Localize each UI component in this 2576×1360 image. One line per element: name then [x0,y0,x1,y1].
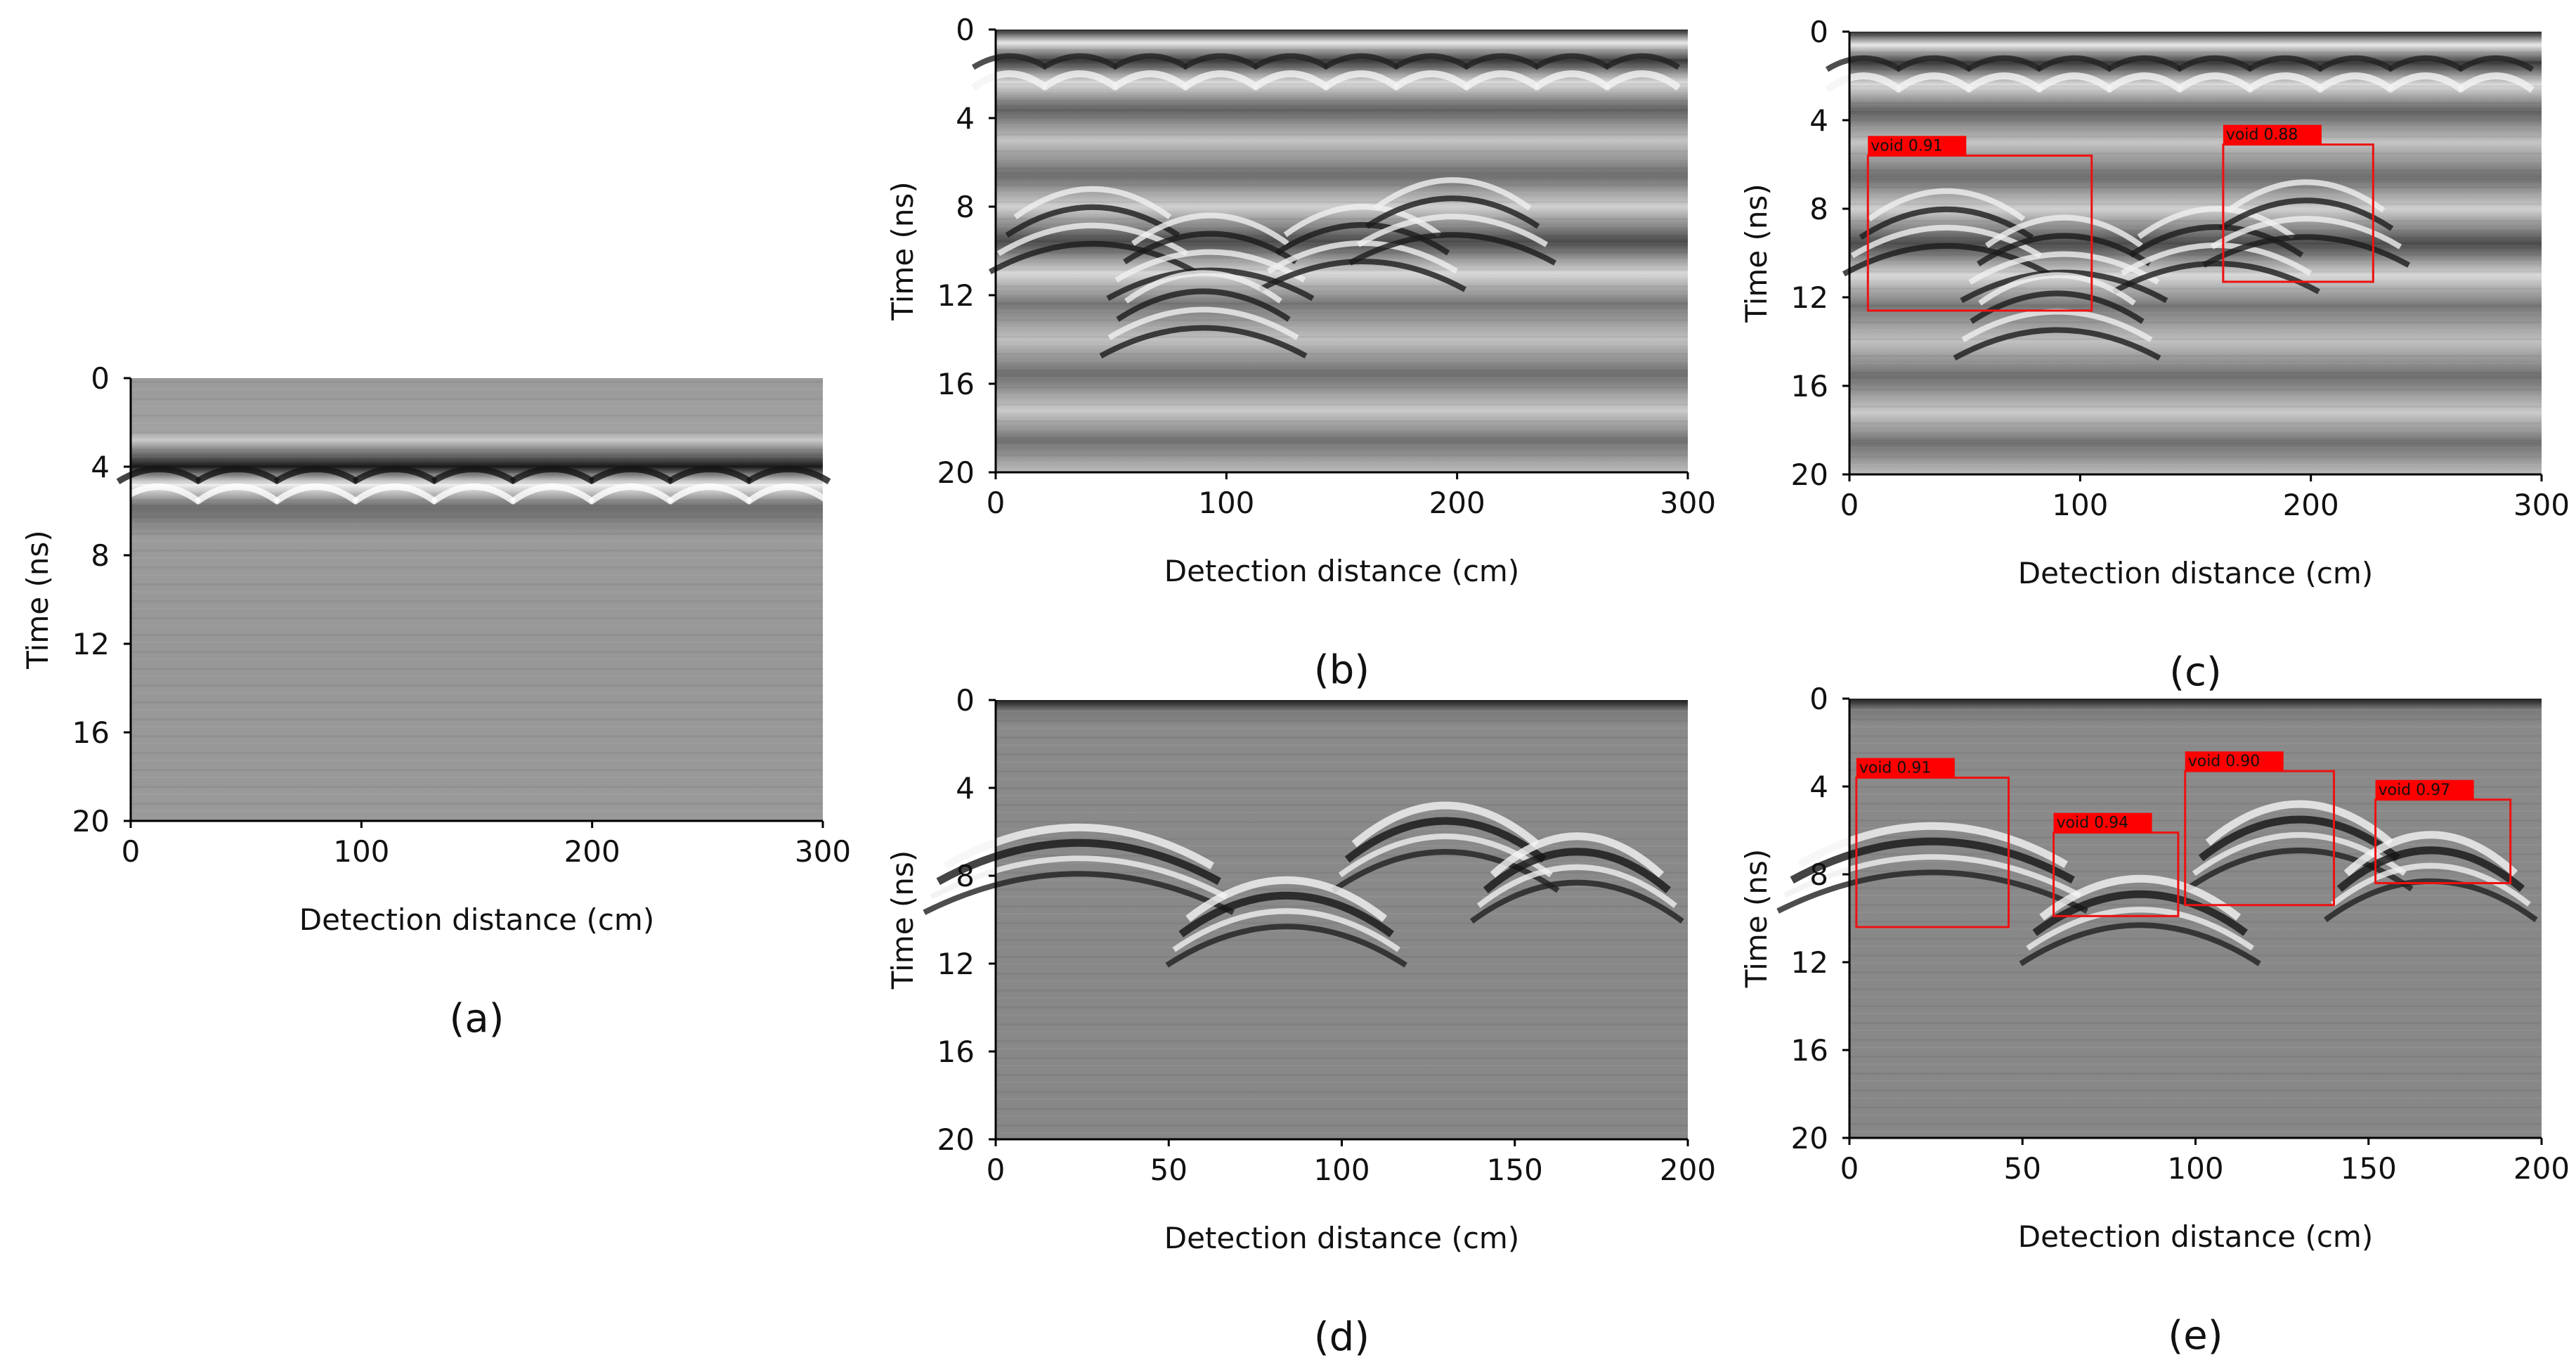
detection-label-bg [2223,124,2322,145]
y-tick-label: 4 [1809,770,1828,804]
detection-label: void 0.90 [2188,753,2260,770]
radargram-image [923,700,1688,1139]
y-tick-label: 16 [937,367,975,401]
y-tick-label: 8 [956,190,975,224]
panel-label: (d) [1314,1314,1370,1360]
x-tick-label: 150 [2341,1151,2397,1186]
y-tick-label: 12 [72,627,110,661]
y-tick-label: 12 [1791,280,1828,315]
detection-label: void 0.91 [1859,760,1932,777]
x-tick-label: 150 [1487,1153,1543,1187]
y-tick-label: 0 [956,13,975,47]
x-tick-label: 0 [987,1153,1006,1187]
detection-label-bg [1868,136,1967,156]
x-tick-label: 100 [1313,1153,1370,1187]
y-tick-label: 16 [1791,369,1828,403]
y-tick-label: 8 [956,859,975,893]
y-axis-label: Time (ns) [20,530,55,669]
y-tick-label: 4 [956,101,975,136]
x-tick-label: 50 [1150,1153,1188,1187]
x-tick-label: 200 [1660,1153,1716,1187]
detection-label: void 0.97 [2379,782,2451,799]
x-axis-label: Detection distance (cm) [299,902,654,937]
panel-label: (a) [449,996,504,1042]
x-tick-label: 0 [1840,1151,1859,1186]
y-tick-label: 0 [956,683,975,718]
y-tick-label: 8 [91,538,110,573]
x-axis-label: Detection distance (cm) [1164,554,1519,588]
y-tick-label: 4 [91,450,110,484]
x-tick-label: 0 [122,834,141,869]
x-tick-label: 300 [2513,488,2570,522]
y-tick-label: 20 [1791,1121,1828,1155]
x-tick-label: 100 [333,834,389,869]
panel-label: (c) [2169,649,2221,695]
detection-box [1866,154,2093,312]
y-tick-label: 12 [1791,945,1828,980]
x-tick-label: 0 [1840,488,1859,522]
y-tick-label: 20 [1791,458,1828,492]
x-tick-label: 200 [2283,488,2339,522]
detection-label: void 0.91 [1871,137,1943,155]
detection-label: void 0.88 [2226,127,2298,144]
x-tick-label: 200 [564,834,620,869]
y-tick-label: 0 [91,361,110,396]
y-tick-label: 0 [1809,682,1828,716]
x-axis-label: Detection distance (cm) [2018,1219,2373,1254]
detection-label-bg [2185,751,2284,772]
x-tick-label: 200 [2513,1151,2570,1186]
y-axis-label: Time (ns) [1739,183,1774,323]
x-tick-label: 0 [987,486,1006,520]
y-axis-label: Time (ns) [885,850,920,990]
x-tick-label: 100 [2167,1151,2223,1186]
x-tick-label: 100 [1198,486,1254,520]
detection-label: void 0.94 [2057,815,2129,832]
y-tick-label: 16 [72,715,110,750]
y-tick-label: 4 [1809,103,1828,138]
y-tick-label: 20 [937,455,975,490]
x-tick-label: 100 [2052,488,2108,522]
radargram-image [1824,32,2542,474]
panel-label: (e) [2168,1313,2223,1359]
y-axis-label: Time (ns) [1739,849,1774,988]
y-tick-label: 8 [1809,857,1828,892]
x-axis-label: Detection distance (cm) [2018,556,2373,590]
panel-label: (b) [1314,647,1370,693]
detection-label-bg [1856,758,1955,778]
detection-label-bg [2053,812,2152,833]
radargram-image [116,378,831,821]
x-axis-label: Detection distance (cm) [1164,1221,1519,1255]
detection-label-bg [2375,779,2474,800]
y-tick-label: 8 [1809,192,1828,226]
y-tick-label: 20 [937,1122,975,1157]
x-tick-label: 300 [1660,486,1716,520]
y-tick-label: 12 [937,278,975,313]
x-tick-label: 300 [795,834,851,869]
y-tick-label: 16 [1791,1033,1828,1068]
radargram-image [970,30,1688,472]
x-tick-label: 50 [2004,1151,2041,1186]
y-tick-label: 0 [1809,15,1828,49]
y-tick-label: 12 [937,947,975,981]
x-tick-label: 200 [1429,486,1485,520]
y-tick-label: 16 [937,1035,975,1069]
y-axis-label: Time (ns) [885,181,920,320]
y-tick-label: 4 [956,771,975,805]
y-tick-label: 20 [72,804,110,838]
